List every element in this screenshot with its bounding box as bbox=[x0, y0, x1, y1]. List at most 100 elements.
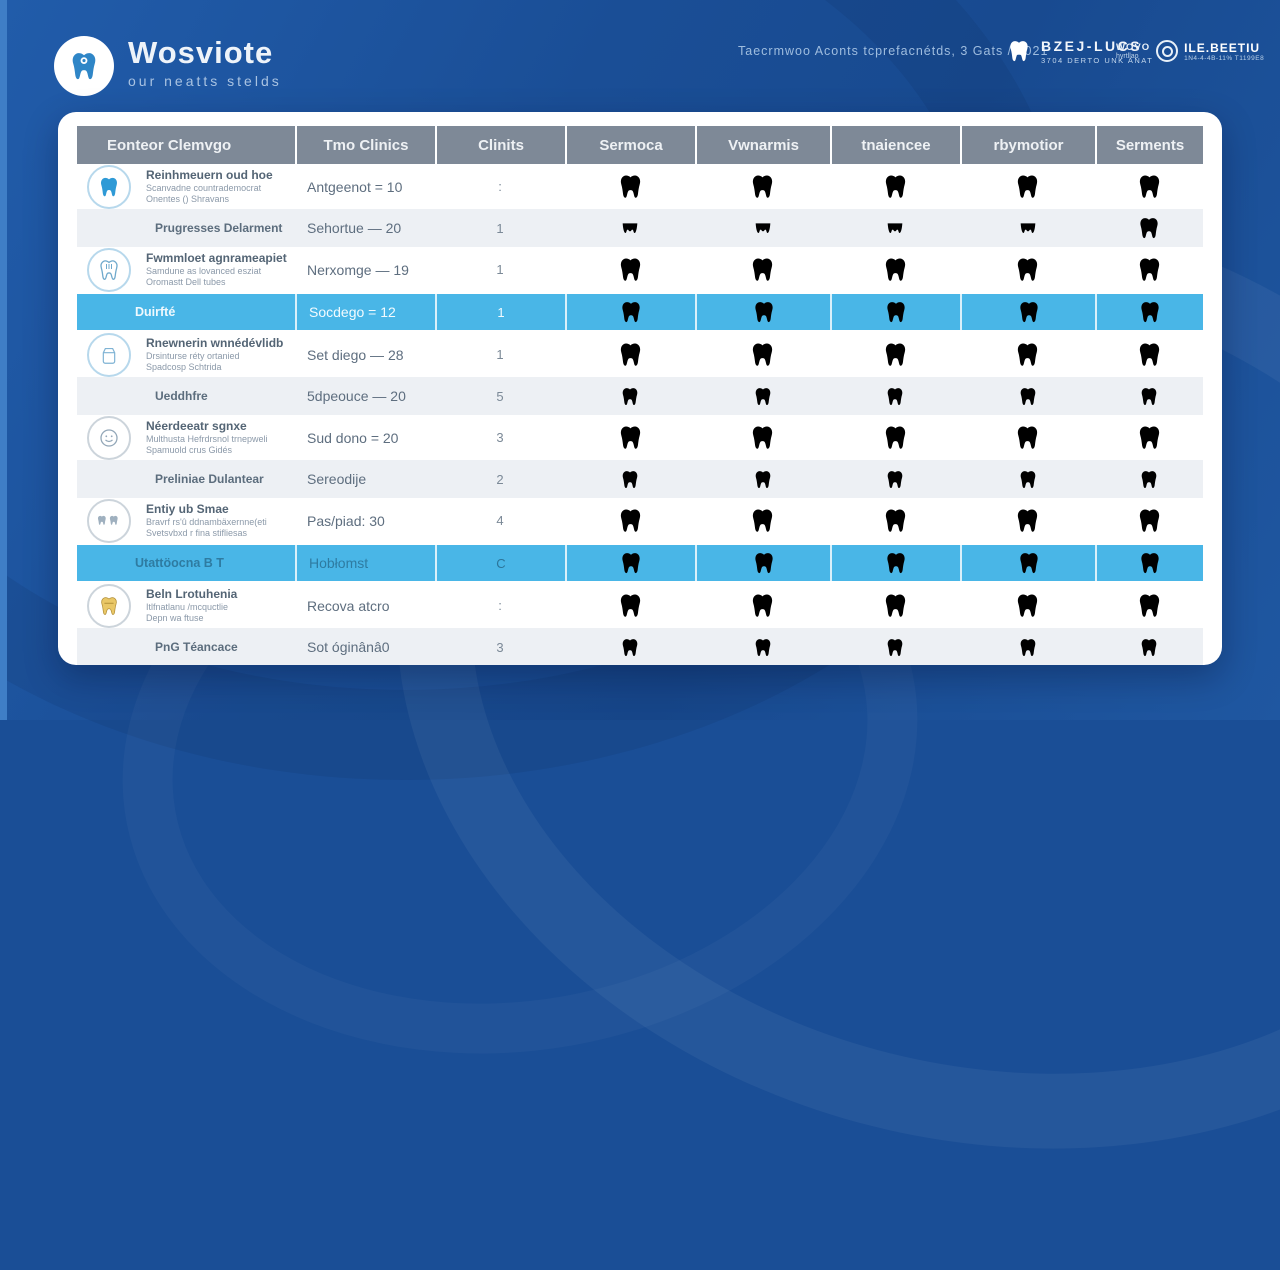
table-row-highlighted: Duirfté Socdego = 12 1 bbox=[77, 294, 1203, 330]
tooth-icon bbox=[960, 377, 1095, 415]
row-title: PnG Téancace bbox=[155, 640, 238, 654]
brand-name: Wosviote bbox=[128, 35, 274, 70]
row-subtext: Drsinturse réty ortanied bbox=[146, 350, 240, 361]
brand-tagline: our neatts stelds bbox=[128, 73, 282, 89]
column-header: Clinits bbox=[435, 126, 565, 164]
tooth-icon bbox=[1095, 294, 1203, 330]
tooth-icon bbox=[830, 498, 960, 543]
row-value: Sehortue — 20 bbox=[307, 220, 402, 236]
row-count: : bbox=[498, 598, 502, 613]
tooth-icon bbox=[565, 164, 695, 209]
tooth-icon bbox=[695, 498, 830, 543]
column-header: tnaiencee bbox=[830, 126, 960, 164]
tooth-icon bbox=[565, 545, 695, 581]
tooth-icon bbox=[830, 377, 960, 415]
table-row: Prugresses Delarment Sehortue — 20 1 bbox=[77, 209, 1203, 247]
table-row: Néerdeeatr sgnxe Multhusta Hefrdrsnol tr… bbox=[77, 415, 1203, 460]
tooth-solid-icon bbox=[87, 164, 131, 209]
tooth-icon bbox=[960, 247, 1095, 292]
tooth-icon bbox=[830, 164, 960, 209]
row-subtext: Onentes () Shravans bbox=[146, 194, 230, 204]
brand-logo: Wosviote our neatts stelds bbox=[54, 36, 282, 96]
partner-tooth-icon bbox=[1010, 41, 1028, 62]
tooth-icon bbox=[695, 164, 830, 209]
tooth-icon bbox=[830, 628, 960, 665]
tooth-icon bbox=[1095, 247, 1203, 292]
row-value: Sereodije bbox=[307, 471, 367, 487]
row-title: Reinhmeuern oud hoe bbox=[146, 167, 273, 182]
row-subtext: Bravrf rs'û ddnambäxernne(eti bbox=[146, 516, 267, 527]
row-count: 2 bbox=[496, 471, 504, 487]
tooth-icon bbox=[695, 332, 830, 377]
gold-tooth-icon bbox=[87, 583, 131, 628]
row-title: Fwmmloet agnrameapiet bbox=[146, 250, 287, 265]
row-subtext: Svetsvbxd r fina stifliesas bbox=[146, 528, 248, 538]
row-value: Pas/piad: 30 bbox=[307, 512, 385, 529]
tooth-icon bbox=[695, 583, 830, 628]
tooth-icon bbox=[1095, 545, 1203, 581]
row-title: Duirfté bbox=[135, 305, 176, 319]
tooth-icon bbox=[565, 247, 695, 292]
tooth-icon bbox=[830, 545, 960, 581]
column-header: Sermoca bbox=[565, 126, 695, 164]
column-header: Tmo Clinics bbox=[295, 126, 435, 164]
table-row: Ueddhfre 5dpeouce — 20 5 bbox=[77, 377, 1203, 415]
table-row-highlighted: Utattöocna B T Hobłomst C bbox=[77, 545, 1203, 581]
partner1-subtext: 3704 DERTO UNK ANAT bbox=[1041, 55, 1154, 65]
row-title: Ueddhfre bbox=[155, 389, 208, 403]
partner-logo-2: WOVO hyrtllao ILE.BEETIU 1N4-4-4B-11% T1… bbox=[1116, 40, 1264, 62]
partner2-badge-icon bbox=[1156, 40, 1179, 62]
row-value: 5dpeouce — 20 bbox=[307, 388, 406, 404]
tooth-icon bbox=[565, 498, 695, 543]
tooth-icon bbox=[1095, 209, 1203, 247]
comparison-table-card: Eonteor Clemvgo Tmo Clinics Clinits Serm… bbox=[58, 112, 1222, 665]
table-row: Reinhmeuern oud hoe Scanvadne countradem… bbox=[77, 164, 1203, 209]
tooth-roots-icon bbox=[960, 209, 1095, 247]
tooth-icon bbox=[565, 628, 695, 665]
tooth-icon bbox=[960, 498, 1095, 543]
row-count: 4 bbox=[496, 513, 504, 528]
row-value: Set diego — 28 bbox=[307, 346, 404, 363]
tooth-icon bbox=[960, 415, 1095, 460]
row-subtext: Depn wa ftuse bbox=[146, 613, 204, 623]
column-header: Serments bbox=[1095, 126, 1203, 164]
brand-tooth-icon bbox=[54, 36, 114, 96]
row-value: Nerxomge — 19 bbox=[307, 261, 409, 278]
tooth-icon bbox=[1095, 628, 1203, 665]
row-count: 1 bbox=[435, 294, 565, 330]
tooth-icon bbox=[565, 460, 695, 498]
row-title: Néerdeeatr sgnxe bbox=[146, 418, 247, 433]
smiley-icon bbox=[87, 415, 131, 460]
row-value: Antgeenot = 10 bbox=[307, 178, 403, 195]
table-row: Entiy ub Smae Bravrf rs'û ddnambäxernne(… bbox=[77, 498, 1203, 543]
tooth-icon bbox=[1095, 583, 1203, 628]
column-header: Eonteor Clemvgo bbox=[77, 126, 295, 164]
row-value: Socdego = 12 bbox=[295, 294, 435, 330]
partner2-name: WOVO bbox=[1116, 42, 1151, 53]
partner2-name2: ILE.BEETIU bbox=[1184, 40, 1261, 55]
row-count: : bbox=[498, 179, 502, 194]
table-header-row: Eonteor Clemvgo Tmo Clinics Clinits Serm… bbox=[77, 126, 1203, 164]
tooth-icon bbox=[565, 583, 695, 628]
tooth-icon bbox=[830, 415, 960, 460]
row-subtext: Spadcosp Schtrida bbox=[146, 362, 222, 372]
row-count: 5 bbox=[496, 388, 504, 404]
tooth-icon bbox=[565, 377, 695, 415]
table-row: Preliniae Dulantear Sereodije 2 bbox=[77, 460, 1203, 498]
tooth-icon bbox=[960, 294, 1095, 330]
partner2-subtext2: 1N4-4-4B-11% T1199E8 bbox=[1184, 54, 1265, 62]
tooth-icon bbox=[960, 583, 1095, 628]
tooth-icon bbox=[695, 460, 830, 498]
tooth-roots-icon bbox=[565, 209, 695, 247]
row-subtext: Spamuold crus Gidés bbox=[146, 445, 233, 455]
tooth-icon bbox=[960, 332, 1095, 377]
tooth-icon bbox=[960, 628, 1095, 665]
tooth-icon bbox=[695, 415, 830, 460]
tooth-icon bbox=[1095, 460, 1203, 498]
tooth-roots-icon bbox=[695, 209, 830, 247]
tooth-icon bbox=[830, 247, 960, 292]
table-row: Rnewnerin wnnédévlidb Drsinturse réty or… bbox=[77, 332, 1203, 377]
tooth-icon bbox=[960, 460, 1095, 498]
row-value: Hobłomst bbox=[295, 545, 435, 581]
row-value: Sud dono = 20 bbox=[307, 429, 399, 446]
